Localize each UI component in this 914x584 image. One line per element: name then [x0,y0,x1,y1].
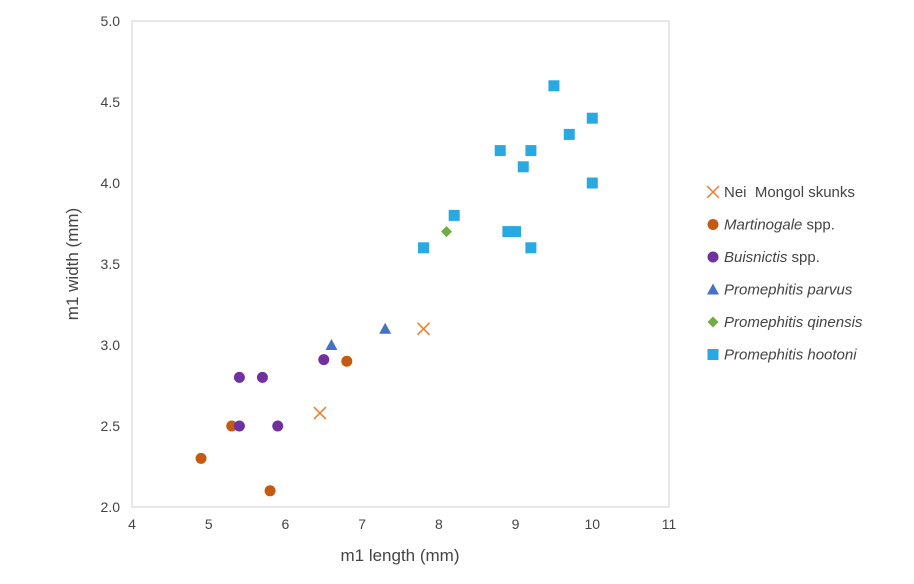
data-point [416,322,431,336]
legend-label: Martinogale spp. [724,217,835,234]
x-tick-label: 10 [584,516,600,532]
legend-item: Martinogale spp. [707,217,835,234]
data-point [525,145,537,157]
data-point [563,128,575,140]
data-point [510,226,522,238]
plot-area [131,20,670,508]
y-tick-label: 4.5 [101,94,121,110]
legend-marker-icon [707,316,719,328]
y-tick-label: 2.5 [101,418,121,434]
data-point [517,161,529,173]
y-tick-label: 3.0 [101,337,121,353]
x-tick-label: 8 [435,516,443,532]
legend-item: Promephitis qinensis [707,314,863,331]
legend-marker-icon [707,283,719,295]
x-tick-label: 6 [282,516,290,532]
legend-label: Promephitis parvus [724,282,853,299]
y-tick-label: 4.0 [101,175,121,191]
legend-label-italic: Promephitis hootoni [724,347,857,364]
data-point [341,355,353,367]
data-point [313,406,327,420]
data-point [379,322,392,334]
legend-label-italic: Martinogale [724,217,802,234]
x-tick-label: 9 [512,516,520,532]
legend-label: Promephitis qinensis [724,314,863,331]
data-point [448,209,460,221]
y-tick-label: 3.5 [101,256,121,272]
legend-item: Nei Mongol skunks [706,184,855,201]
legend-label: Promephitis hootoni [724,347,857,364]
data-point [195,452,207,464]
data-point [525,242,537,254]
x-tick-label: 4 [128,516,136,532]
data-point [502,226,514,238]
legend-marker-icon [707,219,719,230]
legend-item: Promephitis parvus [707,282,853,299]
y-tick-label: 5.0 [101,13,121,29]
legend-marker-icon [707,251,719,263]
legend-marker-icon [707,349,719,360]
legend-item: Buisnictis spp. [707,249,820,266]
x-axis-label: m1 length (mm) [340,546,459,565]
legend-item: Promephitis hootoni [707,347,857,364]
y-tick-label: 2.0 [101,499,121,515]
x-tick-label: 7 [358,516,366,532]
data-point [586,112,598,124]
data-point [441,226,453,238]
data-point [256,371,268,383]
legend-label-italic: Promephitis parvus [724,282,853,299]
y-axis-label: m1 width (mm) [63,208,82,320]
data-point [586,177,598,189]
data-point [548,80,560,92]
data-point [233,420,245,432]
x-tick-label: 5 [205,516,213,532]
data-point [233,371,245,383]
legend-label-italic: Promephitis qinensis [724,314,863,331]
data-point [272,420,284,432]
x-tick-label: 11 [662,516,677,532]
data-point [318,354,330,366]
data-point [494,145,506,157]
legend-label-suffix: spp. [802,217,835,234]
legend-label: Buisnictis spp. [724,249,820,266]
legend-label: Nei Mongol skunks [724,184,855,201]
data-point [226,420,238,432]
legend-label-italic: Buisnictis [724,249,788,266]
data-point [325,339,338,350]
data-point [264,485,276,497]
legend-label-suffix: spp. [787,249,820,266]
data-point [418,242,430,254]
legend-marker-icon [706,185,720,199]
